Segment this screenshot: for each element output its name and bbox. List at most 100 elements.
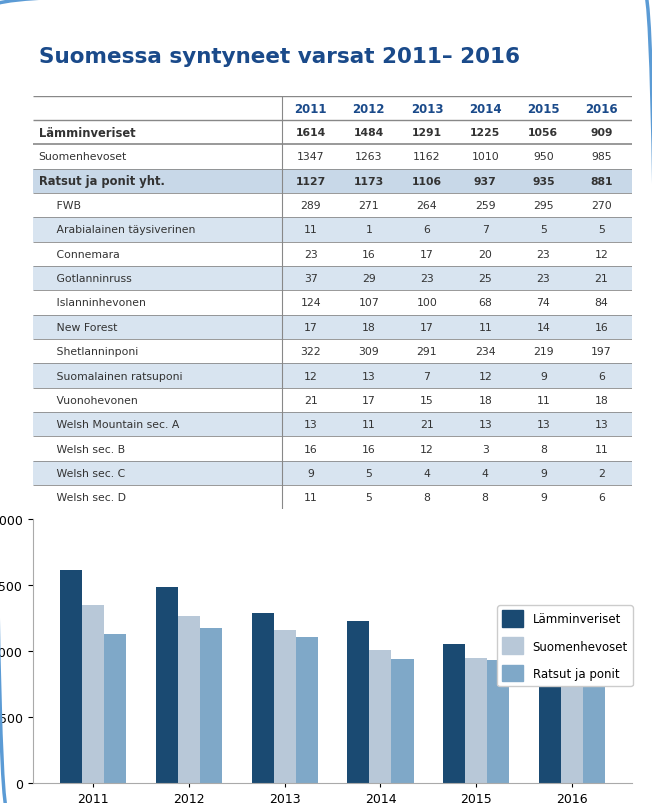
Text: 13: 13 xyxy=(304,420,318,430)
Text: Suomenhevoset: Suomenhevoset xyxy=(38,153,127,162)
Text: 7: 7 xyxy=(482,225,488,235)
Text: 2014: 2014 xyxy=(469,104,501,116)
Text: 289: 289 xyxy=(301,201,321,211)
Text: 5: 5 xyxy=(598,225,605,235)
Text: 16: 16 xyxy=(362,250,376,259)
Text: 16: 16 xyxy=(362,444,376,454)
Text: 2: 2 xyxy=(598,468,605,479)
Text: 309: 309 xyxy=(359,347,379,357)
Text: 5: 5 xyxy=(540,225,547,235)
Text: 6: 6 xyxy=(598,492,605,503)
Text: 21: 21 xyxy=(304,395,318,406)
Bar xyxy=(33,413,632,437)
Text: 4: 4 xyxy=(482,468,488,479)
Text: 295: 295 xyxy=(533,201,554,211)
Text: 13: 13 xyxy=(479,420,492,430)
Text: 2013: 2013 xyxy=(411,104,443,116)
Text: 18: 18 xyxy=(595,395,608,406)
Text: 100: 100 xyxy=(417,298,437,308)
Text: Welsh Mountain sec. A: Welsh Mountain sec. A xyxy=(38,420,179,430)
Text: Ratsut ja ponit yht.: Ratsut ja ponit yht. xyxy=(38,175,164,188)
Text: Islanninhevonen: Islanninhevonen xyxy=(38,298,145,308)
Text: 6: 6 xyxy=(598,371,605,381)
Text: 18: 18 xyxy=(362,323,376,332)
Text: 9: 9 xyxy=(540,371,547,381)
Bar xyxy=(33,218,632,243)
Text: 1162: 1162 xyxy=(413,153,441,162)
Text: 9: 9 xyxy=(540,468,547,479)
Text: 74: 74 xyxy=(537,298,550,308)
Text: 264: 264 xyxy=(417,201,437,211)
Text: 2016: 2016 xyxy=(585,104,618,116)
Bar xyxy=(295,638,318,783)
Bar xyxy=(33,364,632,388)
Bar xyxy=(82,605,104,783)
Text: 7: 7 xyxy=(424,371,430,381)
Text: Arabialainen täysiverinen: Arabialainen täysiverinen xyxy=(38,225,195,235)
Text: 197: 197 xyxy=(591,347,612,357)
Text: Welsh sec. D: Welsh sec. D xyxy=(38,492,126,503)
Bar xyxy=(33,169,632,194)
Text: Suomessa syntyneet varsat 2011– 2016: Suomessa syntyneet varsat 2011– 2016 xyxy=(38,47,520,67)
Text: 1225: 1225 xyxy=(470,128,500,138)
Bar xyxy=(33,316,632,340)
Bar xyxy=(60,570,82,783)
Text: 950: 950 xyxy=(533,153,554,162)
Bar xyxy=(156,588,178,783)
Text: 2015: 2015 xyxy=(527,104,559,116)
Text: 881: 881 xyxy=(590,177,613,186)
Text: 68: 68 xyxy=(479,298,492,308)
Text: Connemara: Connemara xyxy=(38,250,119,259)
Text: 219: 219 xyxy=(533,347,554,357)
Bar xyxy=(391,659,413,783)
Text: 1291: 1291 xyxy=(412,128,442,138)
Text: 21: 21 xyxy=(420,420,434,430)
Text: 909: 909 xyxy=(590,128,613,138)
Text: 23: 23 xyxy=(537,274,550,283)
Text: 2011: 2011 xyxy=(294,104,327,116)
Text: Shetlanninponi: Shetlanninponi xyxy=(38,347,138,357)
Text: 13: 13 xyxy=(537,420,550,430)
Text: 270: 270 xyxy=(591,201,612,211)
Bar xyxy=(33,461,632,486)
Text: 21: 21 xyxy=(595,274,608,283)
Bar xyxy=(33,267,632,291)
Legend: Lämminveriset, Suomenhevoset, Ratsut ja ponit: Lämminveriset, Suomenhevoset, Ratsut ja … xyxy=(497,605,632,687)
Text: 985: 985 xyxy=(591,153,612,162)
Text: 937: 937 xyxy=(474,177,497,186)
Text: 17: 17 xyxy=(420,250,434,259)
Bar xyxy=(274,630,295,783)
Text: 1: 1 xyxy=(365,225,372,235)
Text: 9: 9 xyxy=(540,492,547,503)
Text: 29: 29 xyxy=(362,274,376,283)
Text: 1173: 1173 xyxy=(353,177,384,186)
Text: 8: 8 xyxy=(424,492,430,503)
Bar xyxy=(466,658,487,783)
Text: 18: 18 xyxy=(479,395,492,406)
Text: 1263: 1263 xyxy=(355,153,383,162)
Text: 84: 84 xyxy=(595,298,608,308)
Text: Welsh sec. B: Welsh sec. B xyxy=(38,444,125,454)
Bar xyxy=(348,622,370,783)
Bar xyxy=(561,653,583,783)
Text: 259: 259 xyxy=(475,201,496,211)
Text: 17: 17 xyxy=(304,323,318,332)
Text: 234: 234 xyxy=(475,347,496,357)
Text: Vuonohevonen: Vuonohevonen xyxy=(38,395,138,406)
Text: Welsh sec. C: Welsh sec. C xyxy=(38,468,125,479)
Text: 1127: 1127 xyxy=(295,177,326,186)
Text: 2012: 2012 xyxy=(353,104,385,116)
Text: FWB: FWB xyxy=(38,201,81,211)
Text: 16: 16 xyxy=(304,444,318,454)
Text: 12: 12 xyxy=(420,444,434,454)
Bar xyxy=(252,613,274,783)
Bar xyxy=(178,617,200,783)
Text: 3: 3 xyxy=(482,444,488,454)
Text: 5: 5 xyxy=(365,492,372,503)
Text: 935: 935 xyxy=(532,177,555,186)
Text: 17: 17 xyxy=(420,323,434,332)
Text: 13: 13 xyxy=(595,420,608,430)
Bar xyxy=(200,629,222,783)
Text: 271: 271 xyxy=(359,201,379,211)
Text: 14: 14 xyxy=(537,323,550,332)
